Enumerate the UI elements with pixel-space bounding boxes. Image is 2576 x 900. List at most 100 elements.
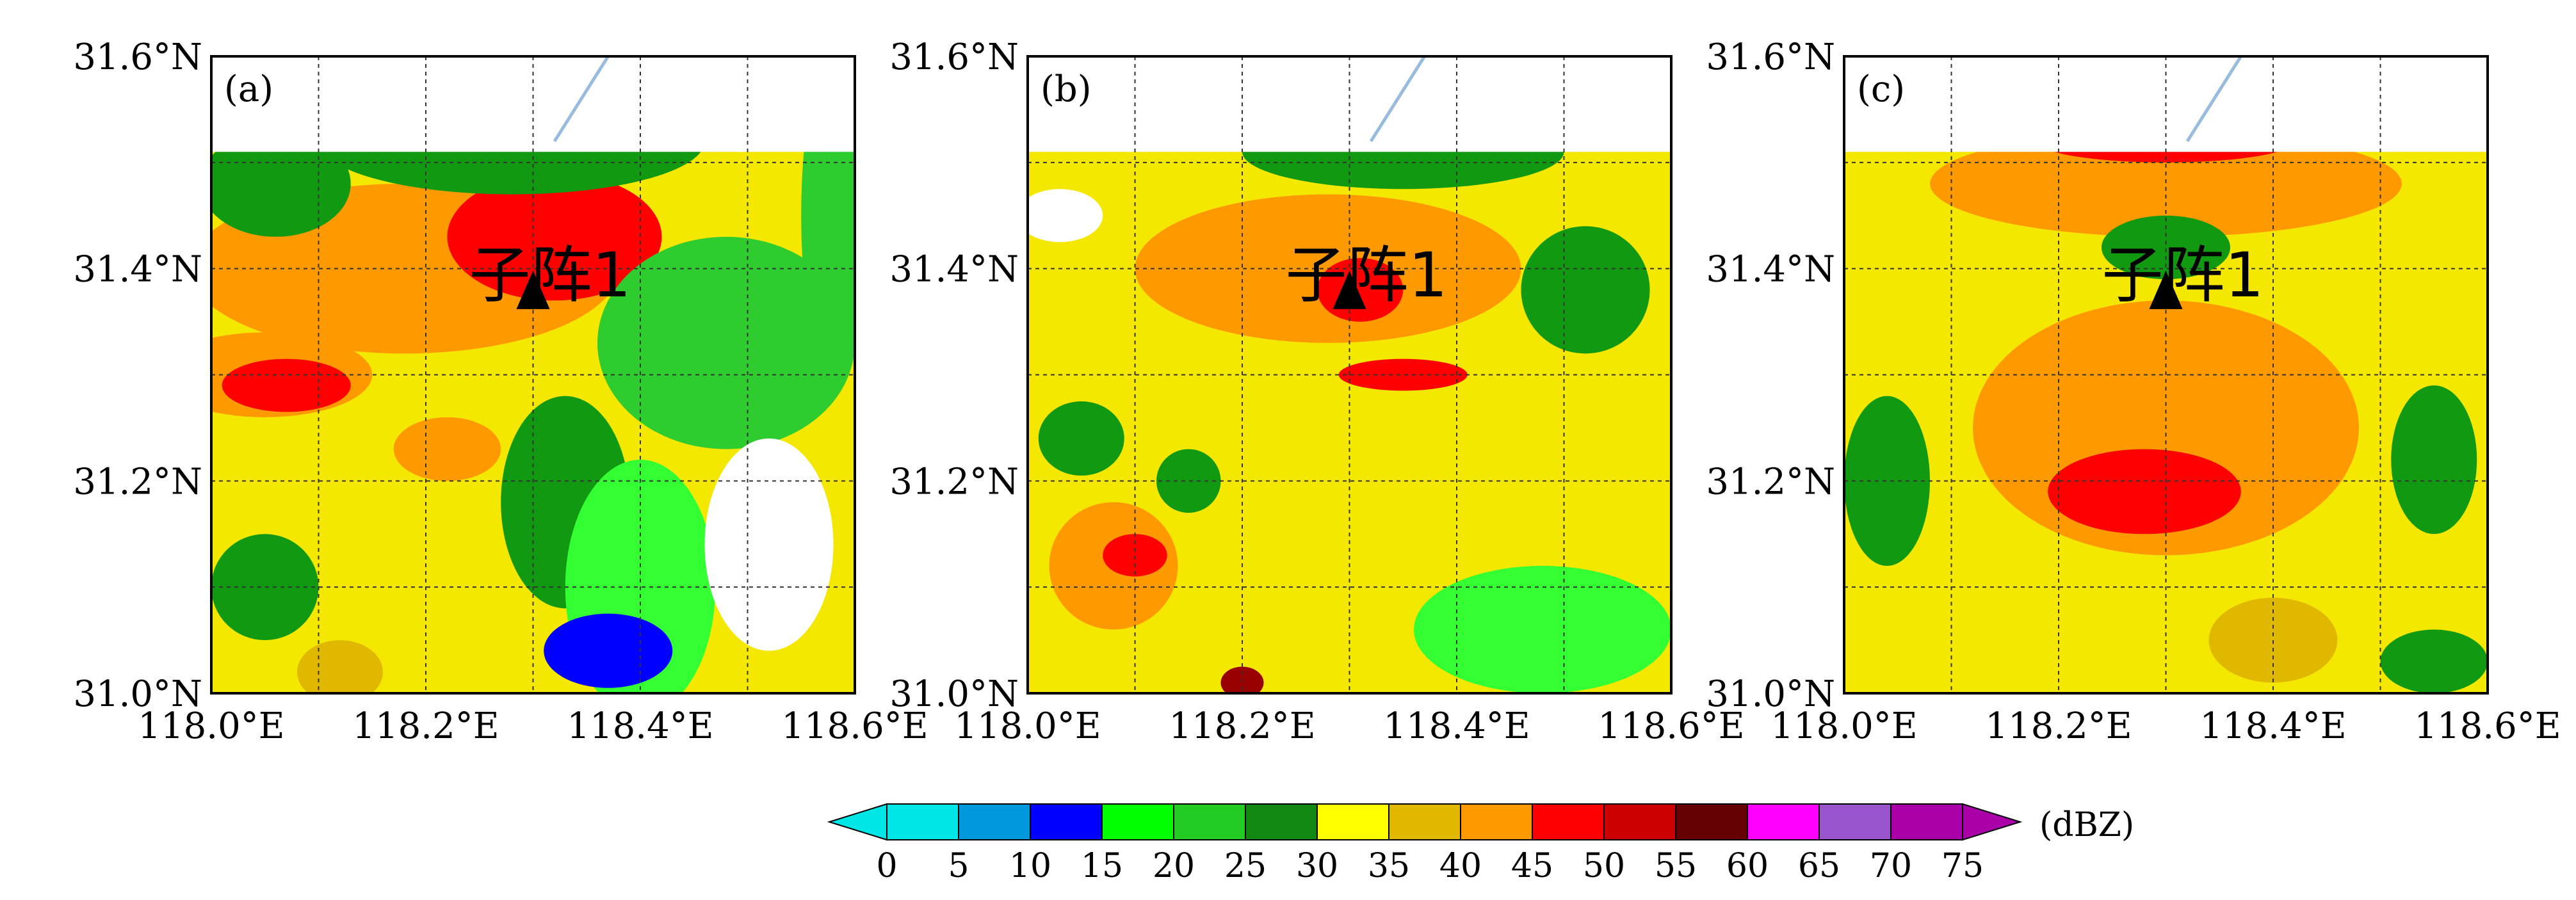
colorbar-segment bbox=[1460, 803, 1533, 840]
radar-beam-line bbox=[1369, 55, 1426, 143]
reflectivity-patch bbox=[2380, 629, 2488, 693]
lat-tick-label: 31.4°N bbox=[73, 249, 202, 291]
reflectivity-patch bbox=[1930, 131, 2402, 237]
reflectivity-patch bbox=[211, 534, 319, 641]
lon-tick-label: 118.6°E bbox=[1598, 705, 1744, 747]
reflectivity-patch bbox=[1038, 401, 1124, 476]
lat-tick-label: 31.2°N bbox=[889, 461, 1019, 502]
reflectivity-patch bbox=[1156, 449, 1221, 513]
colorbar-tick-label: 50 bbox=[1583, 847, 1625, 885]
panel-label: (b) bbox=[1041, 68, 1092, 110]
station-triangle-icon bbox=[516, 270, 550, 309]
reflectivity-patch bbox=[393, 417, 501, 481]
colorbar-tick-label: 25 bbox=[1224, 847, 1267, 885]
lon-tick-label: 118.0°E bbox=[1770, 705, 1917, 747]
reflectivity-patch bbox=[544, 613, 673, 688]
station-label: 子阵1 bbox=[1286, 239, 1448, 311]
colorbar-segment bbox=[1316, 803, 1389, 840]
colorbar-tick-label: 35 bbox=[1368, 847, 1410, 885]
reflectivity-patch bbox=[2048, 449, 2241, 534]
colorbar-tick-label: 40 bbox=[1439, 847, 1482, 885]
colorbar-segment bbox=[1101, 803, 1174, 840]
colorbar-segment bbox=[958, 803, 1031, 840]
colorbar-segment bbox=[1819, 803, 1891, 840]
lon-tick-label: 118.4°E bbox=[567, 705, 713, 747]
reflectivity-patch bbox=[2391, 385, 2477, 534]
colorbar-unit: (dBZ) bbox=[2039, 806, 2134, 844]
station-label: 子阵1 bbox=[2102, 239, 2264, 311]
reflectivity-field bbox=[211, 56, 855, 693]
reflectivity-patch bbox=[1338, 358, 1468, 391]
lon-tick-label: 118.0°E bbox=[138, 705, 284, 747]
reflectivity-patch bbox=[597, 236, 855, 449]
lon-tick-label: 118.2°E bbox=[1169, 705, 1315, 747]
colorbar-over-arrow-icon bbox=[1962, 803, 2023, 841]
lon-tick-label: 118.6°E bbox=[781, 705, 928, 747]
colorbar-tick-label: 70 bbox=[1870, 847, 1912, 885]
reflectivity-patch bbox=[211, 131, 351, 237]
lat-tick-label: 31.2°N bbox=[73, 461, 202, 502]
reflectivity-patch bbox=[1028, 189, 1103, 243]
reflectivity-patch bbox=[222, 358, 351, 412]
colorbar-tick-label: 5 bbox=[948, 847, 969, 885]
panel-frame bbox=[1843, 55, 2489, 695]
colorbar: 0 5 10 15 20 25 30 35 40 45 50 55 60 65 70 75 (dBZ) bbox=[827, 803, 2134, 885]
lat-tick-label: 31.2°N bbox=[1706, 461, 1835, 502]
colorbar-segment bbox=[1173, 803, 1246, 840]
colorbar-segment bbox=[1388, 803, 1461, 840]
reflectivity-patch bbox=[447, 173, 662, 301]
radar-beam-line bbox=[553, 55, 610, 143]
panel-frame bbox=[1026, 55, 1673, 695]
colorbar-segment bbox=[886, 803, 959, 840]
lon-tick-label: 118.2°E bbox=[1985, 705, 2132, 747]
lat-tick-label: 31.0°N bbox=[889, 673, 1019, 715]
colorbar-tick-label: 45 bbox=[1511, 847, 1553, 885]
colorbar-segment bbox=[1603, 803, 1676, 840]
radar-beam-line bbox=[2185, 55, 2242, 143]
panel-frame bbox=[210, 55, 856, 695]
colorbar-segment bbox=[1245, 803, 1318, 840]
station-triangle-icon bbox=[1333, 270, 1366, 309]
lat-tick-label: 31.4°N bbox=[889, 249, 1019, 291]
lat-tick-label: 31.6°N bbox=[1706, 36, 1835, 78]
colorbar-tick-label: 20 bbox=[1153, 847, 1195, 885]
lat-tick-label: 31.4°N bbox=[1706, 249, 1835, 291]
lon-tick-label: 118.2°E bbox=[352, 705, 499, 747]
lat-tick-label: 31.0°N bbox=[73, 673, 202, 715]
colorbar-tick-label: 55 bbox=[1655, 847, 1697, 885]
lat-tick-label: 31.6°N bbox=[73, 36, 202, 78]
lon-tick-label: 118.6°E bbox=[2414, 705, 2561, 747]
colorbar-segment bbox=[1675, 803, 1748, 840]
colorbar-segment bbox=[1747, 803, 1820, 840]
colorbar-segment bbox=[1030, 803, 1103, 840]
colorbar-tick-label: 65 bbox=[1798, 847, 1840, 885]
reflectivity-patch bbox=[1521, 226, 1650, 354]
station-triangle-icon bbox=[2149, 270, 2183, 309]
colorbar-tick-label: 15 bbox=[1081, 847, 1123, 885]
station-label: 子阵1 bbox=[469, 239, 631, 311]
reflectivity-patch bbox=[704, 438, 834, 651]
panel-label: (c) bbox=[1857, 68, 1905, 110]
colorbar-under-arrow-icon bbox=[827, 803, 887, 841]
reflectivity-patch bbox=[1103, 534, 1167, 577]
colorbar-tick-label: 60 bbox=[1726, 847, 1769, 885]
colorbar-tick-label: 10 bbox=[1009, 847, 1051, 885]
lon-tick-label: 118.0°E bbox=[954, 705, 1101, 747]
lon-tick-label: 118.4°E bbox=[1383, 705, 1530, 747]
reflectivity-patch bbox=[1844, 396, 1930, 566]
lat-tick-label: 31.6°N bbox=[889, 36, 1019, 78]
colorbar-tick-label: 30 bbox=[1296, 847, 1338, 885]
reflectivity-patch bbox=[1414, 566, 1671, 693]
colorbar-segment bbox=[1532, 803, 1605, 840]
panel-label: (a) bbox=[224, 68, 273, 110]
colorbar-tick-label: 75 bbox=[1941, 847, 1984, 885]
reflectivity-patch bbox=[2102, 215, 2230, 280]
lat-tick-label: 31.0°N bbox=[1706, 673, 1835, 715]
colorbar-tick-label: 0 bbox=[876, 847, 897, 885]
colorbar-segment bbox=[1890, 803, 1963, 840]
